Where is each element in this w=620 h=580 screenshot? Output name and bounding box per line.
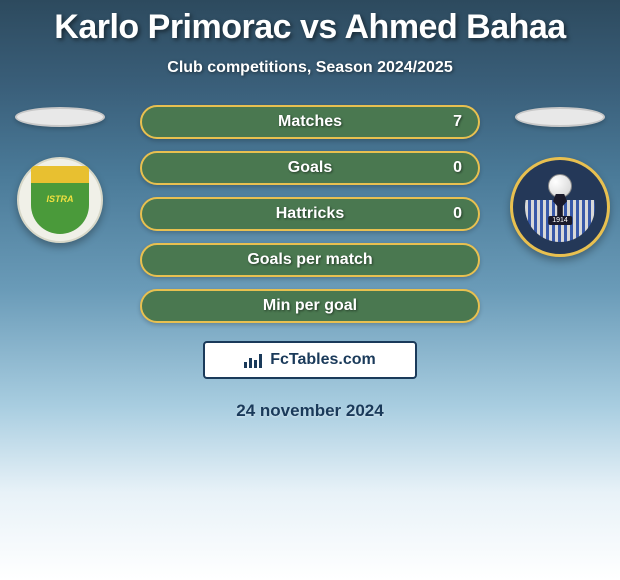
stat-right-value: 0 <box>453 205 462 223</box>
left-pedestal <box>15 107 105 127</box>
page-title: Karlo Primorac vs Ahmed Bahaa <box>0 0 620 47</box>
watermark-box: FcTables.com <box>203 341 417 379</box>
stat-row-hattricks: Hattricks 0 <box>140 197 480 231</box>
left-team-badge <box>17 157 103 243</box>
right-pedestal <box>515 107 605 127</box>
stat-right-value: 7 <box>453 113 462 131</box>
main-layout: Matches 7 Goals 0 Hattricks 0 Goals per … <box>0 105 620 421</box>
stats-column: Matches 7 Goals 0 Hattricks 0 Goals per … <box>120 105 500 421</box>
stat-label: Matches <box>142 113 478 131</box>
left-player-column <box>0 105 120 421</box>
watermark-text: FcTables.com <box>270 351 376 369</box>
date-text: 24 november 2024 <box>236 401 383 421</box>
istra-crest-icon <box>31 166 89 234</box>
stat-row-matches: Matches 7 <box>140 105 480 139</box>
stat-row-min-per-goal: Min per goal <box>140 289 480 323</box>
subtitle: Club competitions, Season 2024/2025 <box>0 59 620 77</box>
stat-label: Goals <box>142 159 478 177</box>
right-team-badge: 1914 <box>510 157 610 257</box>
bar-chart-icon <box>244 352 264 368</box>
stat-label: Hattricks <box>142 205 478 223</box>
stat-label: Min per goal <box>142 297 478 315</box>
stat-right-value: 0 <box>453 159 462 177</box>
stat-row-goals: Goals 0 <box>140 151 480 185</box>
stat-label: Goals per match <box>142 251 478 269</box>
year-tag: 1914 <box>548 216 572 225</box>
right-player-column: 1914 <box>500 105 620 421</box>
lokomotiva-crest-icon: 1914 <box>525 172 595 242</box>
stat-row-goals-per-match: Goals per match <box>140 243 480 277</box>
